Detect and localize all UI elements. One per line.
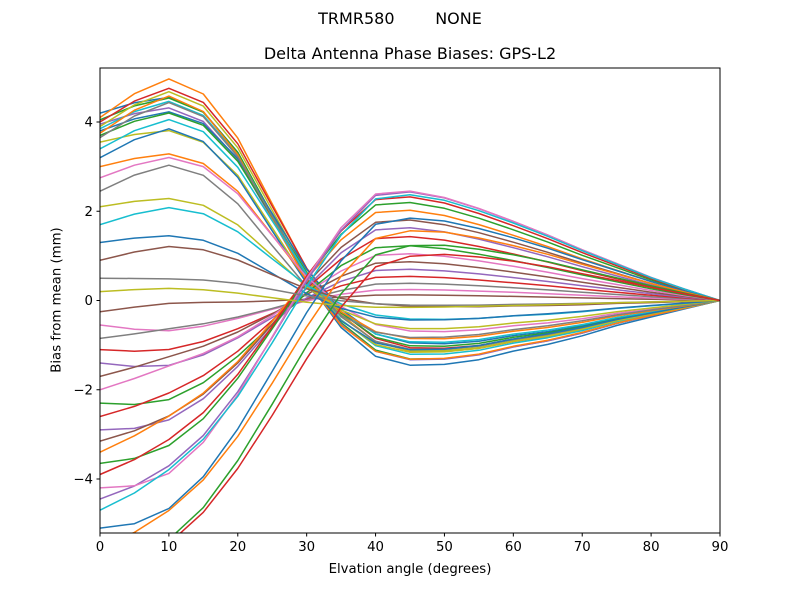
series-line xyxy=(100,268,720,368)
y-tick-label: 2 xyxy=(85,205,93,220)
series-line xyxy=(100,118,720,343)
x-axis-label: Elvation angle (degrees) xyxy=(328,562,492,577)
series-line xyxy=(100,275,720,352)
x-tick-label: 40 xyxy=(367,540,384,555)
axes-title: Delta Antenna Phase Biases: GPS-L2 xyxy=(263,44,557,63)
x-tick-label: 90 xyxy=(712,540,729,555)
series-lines xyxy=(100,78,720,533)
axis-ticks: 0 10 20 30 40 50 60 70 80 90 −4 −2 0 2 4 xyxy=(73,116,728,555)
series-line xyxy=(100,260,720,378)
series-line xyxy=(100,128,720,351)
series-line xyxy=(100,201,720,465)
x-tick-label: 80 xyxy=(643,540,660,555)
x-tick-label: 30 xyxy=(298,540,315,555)
series-line xyxy=(100,194,720,511)
y-tick-label: −4 xyxy=(73,473,93,488)
series-line xyxy=(100,234,720,321)
series-line xyxy=(100,153,720,340)
x-tick-label: 70 xyxy=(574,540,591,555)
y-tick-label: 4 xyxy=(85,116,93,131)
series-line xyxy=(100,288,720,332)
series-line xyxy=(100,164,720,339)
series-line xyxy=(100,226,720,431)
x-tick-label: 0 xyxy=(96,540,104,555)
series-line xyxy=(100,253,720,391)
series-line xyxy=(100,100,720,355)
series-line xyxy=(100,282,720,340)
series-line xyxy=(100,190,720,489)
series-line xyxy=(100,95,720,360)
series-line xyxy=(100,217,720,529)
x-tick-label: 50 xyxy=(436,540,453,555)
series-line xyxy=(100,287,720,309)
x-tick-label: 20 xyxy=(229,540,246,555)
series-line xyxy=(130,230,720,533)
series-line xyxy=(100,156,720,333)
series-line xyxy=(100,294,720,313)
series-line xyxy=(100,107,720,361)
x-tick-label: 10 xyxy=(160,540,177,555)
series-line xyxy=(174,244,720,533)
series-line xyxy=(100,196,720,476)
series-line xyxy=(100,235,720,418)
figure-title: TRMR580 NONE xyxy=(318,9,482,28)
y-tick-label: −2 xyxy=(73,383,93,398)
x-tick-label: 60 xyxy=(505,540,522,555)
y-tick-label: 0 xyxy=(85,294,93,309)
series-line xyxy=(179,253,720,533)
series-line xyxy=(100,197,720,330)
